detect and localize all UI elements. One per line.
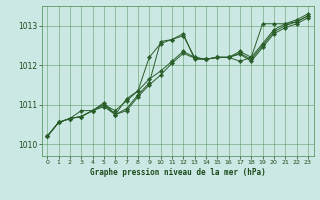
- X-axis label: Graphe pression niveau de la mer (hPa): Graphe pression niveau de la mer (hPa): [90, 168, 266, 177]
